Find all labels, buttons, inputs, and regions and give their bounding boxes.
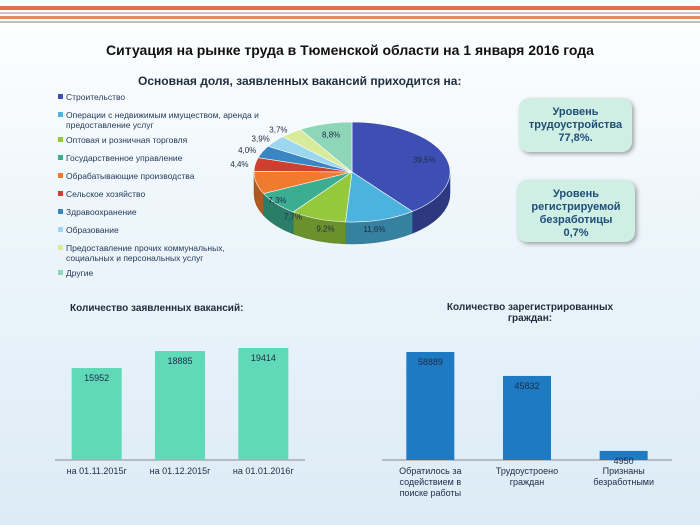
citizens-chart-title: Количество зарегистрированных граждан: (446, 302, 614, 324)
unemployment-level-label: Уровень регистрируемой безработицы (531, 188, 621, 226)
bar (71, 367, 122, 460)
employment-level-callout: Уровень трудоустройства 77,8%. (519, 98, 632, 152)
legend-label: Операции с недвижимым имуществом, аренда… (66, 110, 259, 130)
pie-slice (267, 136, 353, 173)
bar (155, 351, 205, 460)
pie-legend: Строительство Операции с недвижимым имущ… (58, 92, 268, 286)
legend-label: Оптовая и розничная торговля (66, 135, 188, 145)
legend-swatch (58, 245, 63, 250)
category-tick-label: безработными (593, 477, 654, 487)
pie-slice (253, 157, 353, 173)
pie-slice-side (345, 211, 413, 245)
legend-swatch (58, 227, 63, 232)
page-title: Ситуация на рынке труда в Тюменской обла… (106, 42, 594, 58)
pie-data-label: 7,3% (268, 196, 286, 205)
unemployment-level-callout: Уровень регистрируемой безработицы 0,7% (517, 180, 635, 242)
bar (599, 450, 648, 460)
bar-data-label: 58889 (418, 357, 443, 367)
legend-swatch (58, 155, 63, 160)
legend-label: Образование (66, 225, 119, 235)
bar-data-label: 15952 (84, 373, 109, 383)
pie-data-label: 7,7% (284, 212, 302, 221)
pie-slice-side (412, 171, 451, 234)
legend-swatch (58, 209, 63, 214)
legend-item: Операции с недвижимым имуществом, аренда… (58, 110, 268, 130)
vacancies-chart-title: Количество заявленных вакансий: (70, 303, 244, 314)
legend-swatch (58, 270, 63, 275)
pie-slice (292, 171, 353, 223)
category-tick-label: на 01.01.2016г (233, 466, 295, 476)
pie-chart-title: Основная доля, заявленных вакансий прихо… (138, 74, 462, 88)
pie-slice (282, 129, 353, 173)
pie-slice (351, 121, 451, 212)
category-tick-label: Обратилось за (399, 466, 461, 476)
employment-level-value: 77,8%. (558, 132, 593, 144)
pie-slice-side (292, 211, 346, 245)
legend-label: Сельское хозяйство (66, 189, 146, 199)
bar-data-label: 4950 (614, 456, 634, 466)
pie-slice (299, 121, 353, 173)
pie-slice (253, 170, 353, 194)
legend-item: Здравоохранение (58, 207, 268, 217)
legend-item: Сельское хозяйство (58, 189, 268, 199)
legend-swatch (58, 137, 63, 142)
pie-data-label: 39,5% (413, 155, 436, 164)
pie-data-label: 9,2% (316, 224, 334, 233)
legend-label: Предоставление прочих коммунальных, соци… (66, 243, 225, 263)
legend-item: Образование (58, 225, 268, 235)
category-tick-label: содействием в (400, 477, 462, 487)
legend-label: Строительство (66, 92, 126, 102)
legend-item: Предоставление прочих коммунальных, соци… (58, 243, 268, 263)
bar (238, 348, 289, 460)
legend-item: Оптовая и розничная торговля (58, 135, 268, 145)
bar-data-label: 19414 (251, 353, 276, 363)
legend-label: Другие (66, 268, 94, 278)
legend-label: Здравоохранение (66, 207, 137, 217)
unemployment-level-value: 0,7% (563, 227, 589, 239)
legend-swatch (58, 191, 63, 196)
legend-label: Государственное управление (66, 153, 183, 163)
legend-swatch (58, 112, 63, 117)
legend-item: Строительство (58, 92, 268, 102)
category-tick-label: поиске работы (400, 488, 462, 498)
pie-data-label: 8,8% (322, 130, 340, 139)
category-tick-label: Трудоустроено (496, 466, 558, 476)
bar-data-label: 45832 (514, 381, 539, 391)
legend-swatch (58, 173, 63, 178)
pie-slice (262, 171, 353, 213)
header-stripes (0, 0, 700, 30)
category-tick-label: Признаны (603, 466, 645, 476)
pie-data-label: 3,7% (269, 126, 287, 135)
category-tick-label: на 01.11.2015г (67, 466, 128, 476)
pie-slice (257, 145, 353, 173)
legend-item: Другие (58, 268, 268, 278)
pie-data-label: 11,6% (363, 225, 385, 234)
bar (503, 375, 551, 460)
bar (406, 352, 455, 460)
category-tick-label: граждан (510, 477, 545, 487)
legend-item: Обрабатывающие производства (58, 171, 268, 181)
category-tick-label: на 01.12.2015г (150, 466, 212, 476)
legend-swatch (58, 94, 63, 99)
legend-label: Обрабатывающие производства (66, 171, 195, 181)
employment-level-label: Уровень трудоустройства (528, 106, 623, 131)
legend-item: Государственное управление (58, 153, 268, 163)
pie-slice (345, 171, 413, 223)
bar-data-label: 18885 (167, 356, 192, 366)
